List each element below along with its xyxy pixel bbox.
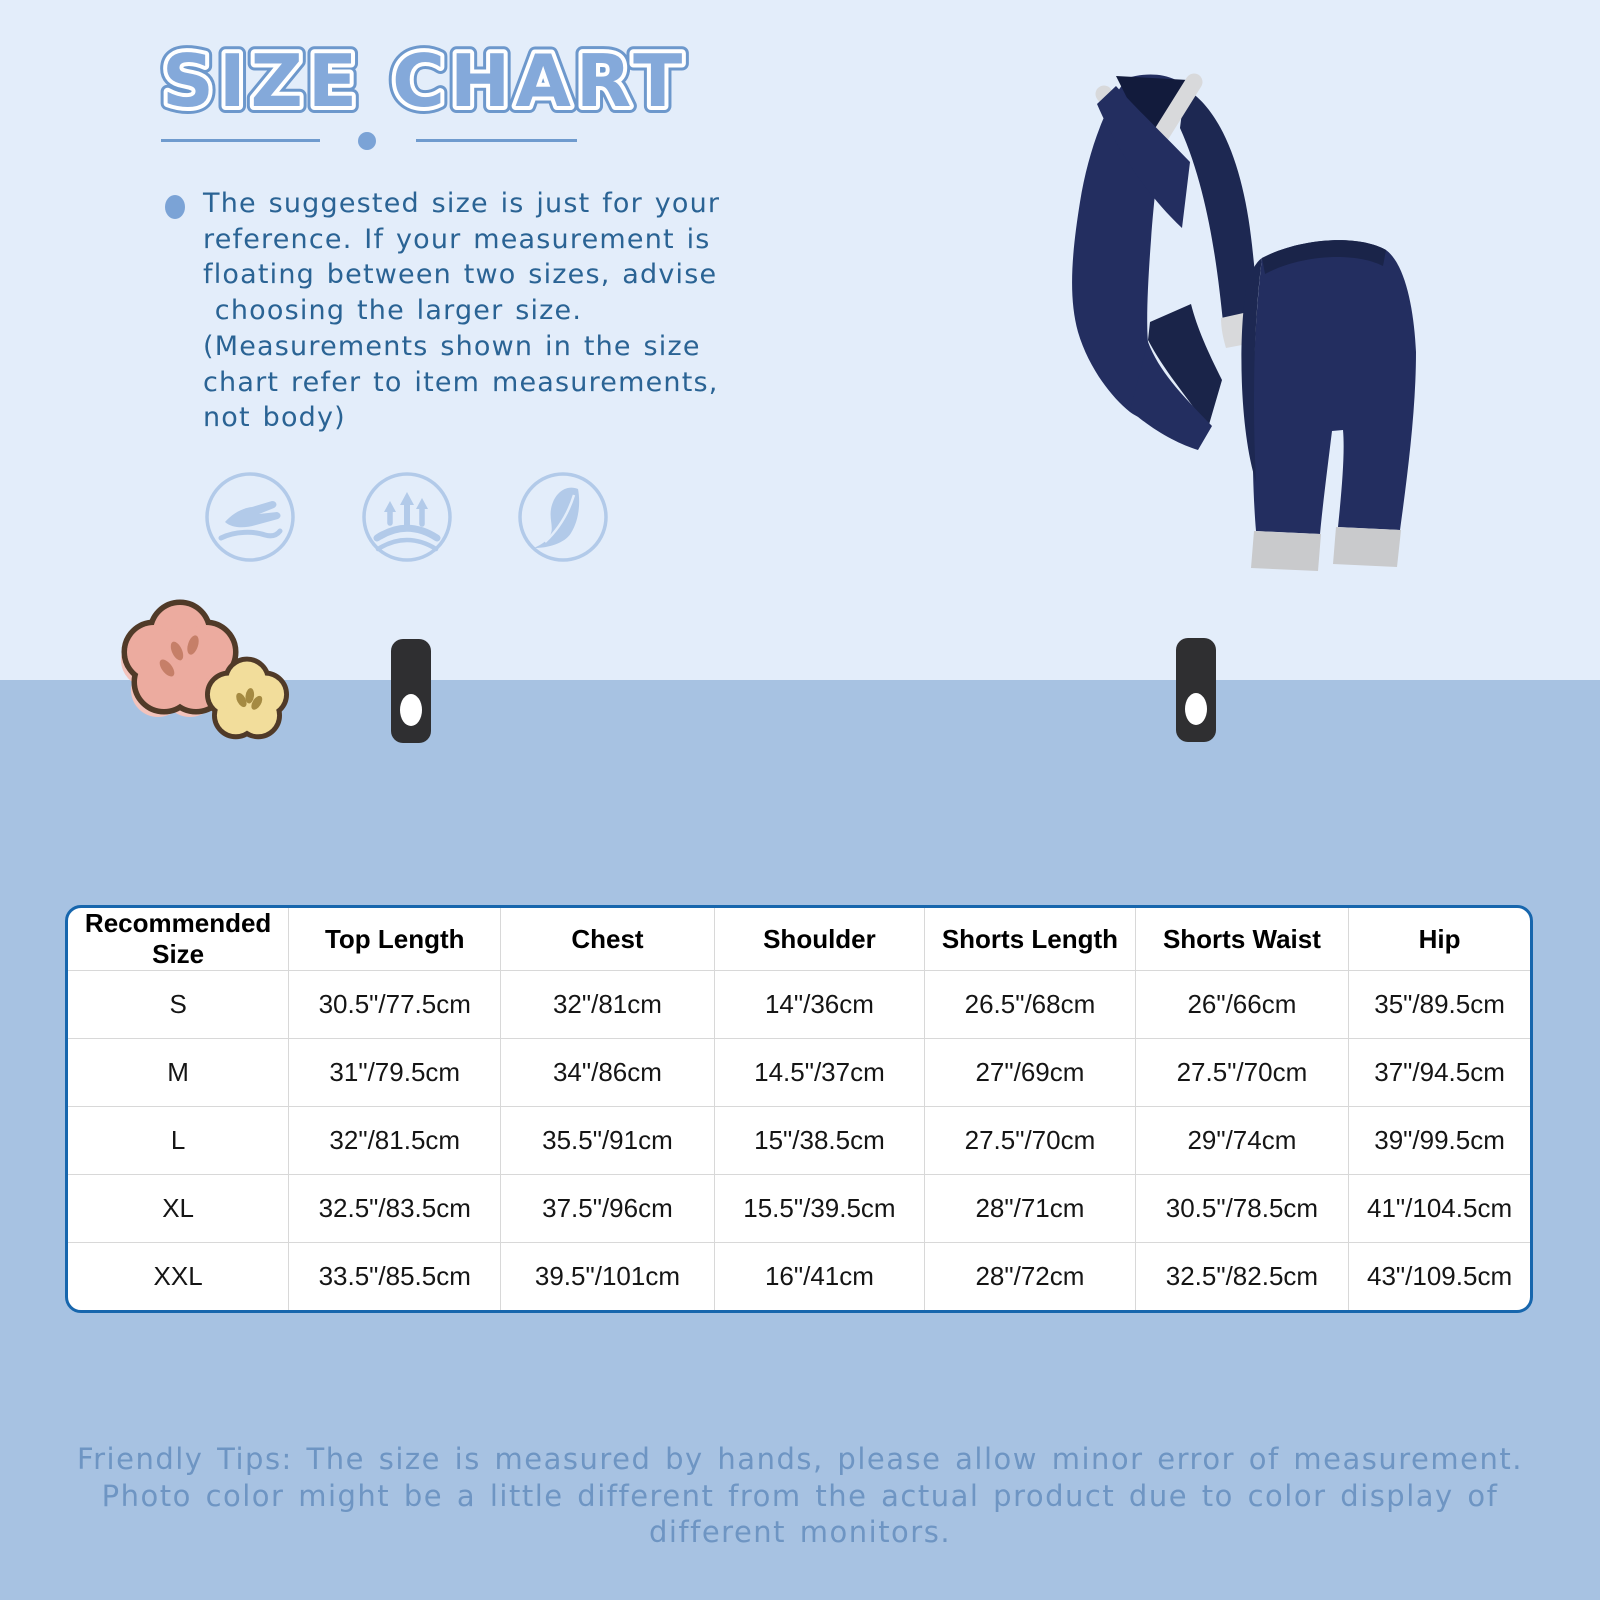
measurement-cell: 28"/71cm	[924, 1174, 1136, 1243]
title-divider-dot	[358, 132, 376, 150]
column-header: Recommended Size	[84, 908, 272, 969]
size-cell: XXL	[68, 1242, 289, 1310]
measurement-cell: 41"/104.5cm	[1348, 1174, 1530, 1243]
measurement-cell: 27.5"/70cm	[924, 1106, 1136, 1175]
measurement-cell: 30.5"/77.5cm	[288, 969, 501, 1039]
hand-feel-icon	[204, 471, 296, 563]
measurement-cell: 28"/72cm	[924, 1242, 1136, 1310]
size-table: Recommended Size Top Length Chest Shoulder S…	[68, 908, 1530, 1310]
friendly-tips-text: Friendly Tips: The size is measured by h…	[77, 1442, 1523, 1549]
size-cell: S	[68, 969, 289, 1039]
feather-light-icon	[517, 471, 609, 563]
size-cell: L	[68, 1106, 289, 1175]
measurement-cell: 29"/74cm	[1134, 1106, 1349, 1175]
column-header: Top Length	[288, 908, 501, 971]
flower-decorations	[121, 599, 289, 740]
intro-bullet-dot	[165, 195, 185, 219]
pink-flower	[121, 599, 239, 717]
measurement-cell: 32"/81.5cm	[288, 1106, 501, 1175]
measurement-cell: 15"/38.5cm	[713, 1106, 925, 1175]
table-row: XXL 33.5"/85.5cm 39.5"/101cm 16"/41cm 28"/72…	[68, 1242, 1530, 1310]
measurement-cell: 39.5"/101cm	[500, 1242, 715, 1310]
hang-tab-hole	[400, 694, 422, 726]
table-header-row: Recommended Size Top Length Chest Shoulder S…	[68, 908, 1530, 971]
size-cell: M	[68, 1038, 289, 1107]
measurement-cell: 16"/41cm	[713, 1242, 925, 1310]
maternity-shorts-image	[1241, 240, 1416, 571]
measurement-cell: 26"/66cm	[1134, 969, 1349, 1039]
size-cell: XL	[68, 1174, 289, 1243]
page-title: SIZE CHART SIZE CHART	[155, 32, 689, 130]
column-header: Shorts Waist	[1134, 908, 1349, 971]
measurement-cell: 35"/89.5cm	[1348, 969, 1530, 1039]
measurement-cell: 14.5"/37cm	[713, 1038, 925, 1107]
measurement-cell: 27.5"/70cm	[1134, 1038, 1349, 1107]
table-row: L 32"/81.5cm 35.5"/91cm 15"/38.5cm 27.5"/70c…	[68, 1106, 1530, 1175]
product-photos	[1072, 73, 1416, 571]
hang-tab-left	[391, 639, 431, 743]
hang-tab-hole	[1185, 693, 1207, 725]
title-divider-right	[416, 139, 577, 142]
measurement-cell: 31"/79.5cm	[288, 1038, 501, 1107]
measurement-cell: 35.5"/91cm	[500, 1106, 715, 1175]
measurement-cell: 27"/69cm	[924, 1038, 1136, 1107]
column-header: Shorts Length	[924, 908, 1136, 971]
table-row: XL 32.5"/83.5cm 37.5"/96cm 15.5"/39.5cm 28"/…	[68, 1174, 1530, 1243]
maternity-top-image	[1072, 73, 1260, 450]
size-table-body: S 30.5"/77.5cm 32"/81cm 14"/36cm 26.5"/68cm 2…	[68, 969, 1530, 1310]
measurement-cell: 32.5"/83.5cm	[288, 1174, 501, 1243]
column-header: Chest	[500, 908, 715, 971]
hang-tab-right	[1176, 638, 1216, 742]
table-row: S 30.5"/77.5cm 32"/81cm 14"/36cm 26.5"/68cm 2…	[68, 969, 1530, 1039]
measurement-cell: 34"/86cm	[500, 1038, 715, 1107]
measurement-cell: 30.5"/78.5cm	[1134, 1174, 1349, 1243]
measurement-cell: 32"/81cm	[500, 969, 715, 1039]
measurement-cell: 32.5"/82.5cm	[1134, 1242, 1349, 1310]
measurement-cell: 39"/99.5cm	[1348, 1106, 1530, 1175]
intro-text: The suggested size is just for your refe…	[203, 188, 721, 434]
column-header: Hip	[1348, 908, 1530, 971]
yellow-flower	[205, 656, 289, 740]
measurement-cell: 26.5"/68cm	[924, 969, 1136, 1039]
measurement-cell: 43"/109.5cm	[1348, 1242, 1530, 1310]
measurement-cell: 15.5"/39.5cm	[713, 1174, 925, 1243]
title-divider-left	[161, 139, 320, 142]
measurement-cell: 14"/36cm	[713, 969, 925, 1039]
stretch-elastic-icon	[361, 471, 453, 563]
measurement-cell: 37.5"/96cm	[500, 1174, 715, 1243]
page-title-text: SIZE CHART	[162, 39, 687, 123]
page-title-outline: SIZE CHART	[162, 39, 687, 123]
table-row: M 31"/79.5cm 34"/86cm 14.5"/37cm 27"/69cm 27.…	[68, 1038, 1530, 1107]
column-header: Shoulder	[713, 908, 925, 971]
size-table-container: Recommended Size Top Length Chest Shoulder S…	[65, 905, 1533, 1313]
measurement-cell: 33.5"/85.5cm	[288, 1242, 501, 1310]
measurement-cell: 37"/94.5cm	[1348, 1038, 1530, 1107]
